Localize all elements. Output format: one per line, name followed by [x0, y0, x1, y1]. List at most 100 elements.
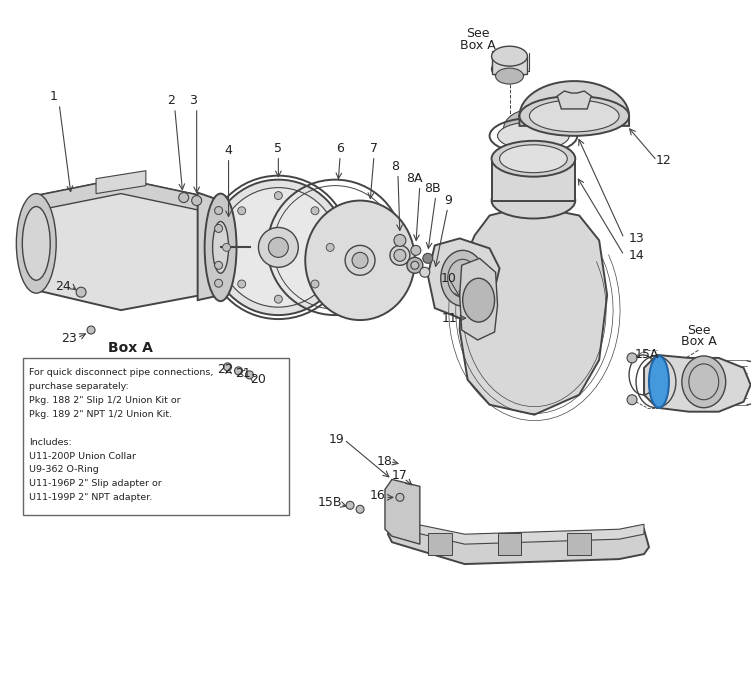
Ellipse shape	[223, 363, 232, 371]
Text: U11-196P 2" Slip adapter or: U11-196P 2" Slip adapter or	[29, 479, 162, 489]
Text: U11-200P Union Collar: U11-200P Union Collar	[29, 452, 136, 460]
Ellipse shape	[447, 260, 478, 297]
Ellipse shape	[496, 68, 523, 84]
Polygon shape	[459, 258, 498, 340]
Ellipse shape	[305, 201, 415, 320]
Text: 8A: 8A	[407, 172, 423, 185]
Polygon shape	[498, 533, 521, 555]
Text: 23: 23	[61, 331, 77, 345]
Ellipse shape	[219, 188, 338, 307]
Ellipse shape	[529, 100, 619, 132]
Ellipse shape	[211, 180, 346, 315]
Ellipse shape	[356, 505, 364, 513]
Ellipse shape	[492, 141, 575, 176]
Ellipse shape	[326, 243, 334, 251]
Text: 1: 1	[50, 91, 57, 103]
Text: 19: 19	[329, 433, 344, 446]
Text: Includes:: Includes:	[29, 437, 72, 447]
Polygon shape	[520, 81, 629, 126]
Text: 18: 18	[377, 455, 393, 468]
Text: 4: 4	[225, 144, 232, 158]
Polygon shape	[385, 479, 420, 544]
Ellipse shape	[311, 207, 319, 215]
Ellipse shape	[238, 207, 246, 215]
Ellipse shape	[352, 252, 368, 268]
Ellipse shape	[214, 224, 223, 233]
Ellipse shape	[213, 222, 229, 273]
Ellipse shape	[411, 245, 421, 256]
Polygon shape	[36, 178, 201, 310]
Ellipse shape	[499, 145, 567, 172]
Ellipse shape	[520, 96, 629, 136]
Ellipse shape	[179, 193, 189, 203]
Ellipse shape	[214, 279, 223, 287]
Ellipse shape	[311, 280, 319, 288]
Polygon shape	[459, 206, 607, 414]
Ellipse shape	[259, 227, 299, 267]
Ellipse shape	[76, 287, 86, 297]
Ellipse shape	[23, 207, 50, 281]
Text: 21: 21	[235, 367, 251, 381]
Text: Pkg. 189 2" NPT 1/2 Union Kit.: Pkg. 189 2" NPT 1/2 Union Kit.	[29, 410, 172, 418]
Ellipse shape	[223, 243, 231, 251]
Ellipse shape	[214, 207, 223, 214]
Ellipse shape	[245, 371, 253, 379]
Ellipse shape	[192, 195, 202, 206]
Ellipse shape	[17, 193, 56, 293]
Ellipse shape	[420, 267, 430, 277]
Text: 9: 9	[444, 194, 452, 207]
Text: 10: 10	[441, 272, 456, 285]
Ellipse shape	[411, 262, 419, 269]
Ellipse shape	[682, 356, 726, 408]
Ellipse shape	[274, 191, 282, 199]
Text: See: See	[466, 27, 490, 40]
Ellipse shape	[394, 235, 406, 246]
Ellipse shape	[205, 193, 237, 301]
Text: For quick disconnect pipe connections,: For quick disconnect pipe connections,	[29, 368, 214, 377]
Text: 22: 22	[217, 364, 232, 377]
Text: purchase separately:: purchase separately:	[29, 382, 129, 391]
Text: Box A: Box A	[459, 39, 496, 51]
Ellipse shape	[423, 254, 433, 264]
Text: 24: 24	[56, 280, 71, 293]
Ellipse shape	[407, 258, 423, 273]
Text: 8: 8	[391, 160, 399, 173]
Text: 3: 3	[189, 95, 196, 107]
Text: Box A: Box A	[681, 335, 717, 349]
Ellipse shape	[268, 237, 288, 258]
Ellipse shape	[346, 502, 354, 509]
Ellipse shape	[214, 262, 223, 269]
Text: 11: 11	[442, 312, 458, 324]
Text: 14: 14	[629, 249, 645, 262]
Ellipse shape	[396, 493, 404, 502]
Text: Pkg. 188 2" Slip 1/2 Union Kit or: Pkg. 188 2" Slip 1/2 Union Kit or	[29, 395, 181, 405]
Text: 15B: 15B	[318, 496, 342, 509]
Text: 16: 16	[370, 489, 386, 502]
Ellipse shape	[235, 367, 242, 375]
Text: 2: 2	[167, 95, 174, 107]
Text: 6: 6	[336, 142, 344, 155]
Text: 15A: 15A	[635, 348, 660, 362]
Ellipse shape	[627, 395, 637, 405]
Ellipse shape	[492, 59, 527, 79]
Ellipse shape	[498, 122, 569, 150]
Ellipse shape	[390, 245, 410, 265]
Polygon shape	[567, 533, 591, 555]
Ellipse shape	[649, 356, 669, 408]
Bar	[492, 159, 575, 201]
Text: 8B: 8B	[424, 182, 441, 195]
Text: Box A: Box A	[108, 341, 153, 355]
Text: U11-199P 2" NPT adapter.: U11-199P 2" NPT adapter.	[29, 493, 153, 502]
Ellipse shape	[689, 364, 719, 400]
Bar	[492, 56, 527, 74]
Polygon shape	[644, 355, 750, 412]
Ellipse shape	[462, 279, 495, 322]
Ellipse shape	[394, 249, 406, 262]
Text: 5: 5	[274, 142, 282, 155]
Ellipse shape	[274, 295, 282, 303]
Polygon shape	[36, 178, 201, 210]
Polygon shape	[557, 91, 591, 109]
Ellipse shape	[345, 245, 375, 275]
Polygon shape	[388, 519, 649, 564]
Text: 7: 7	[370, 142, 378, 155]
